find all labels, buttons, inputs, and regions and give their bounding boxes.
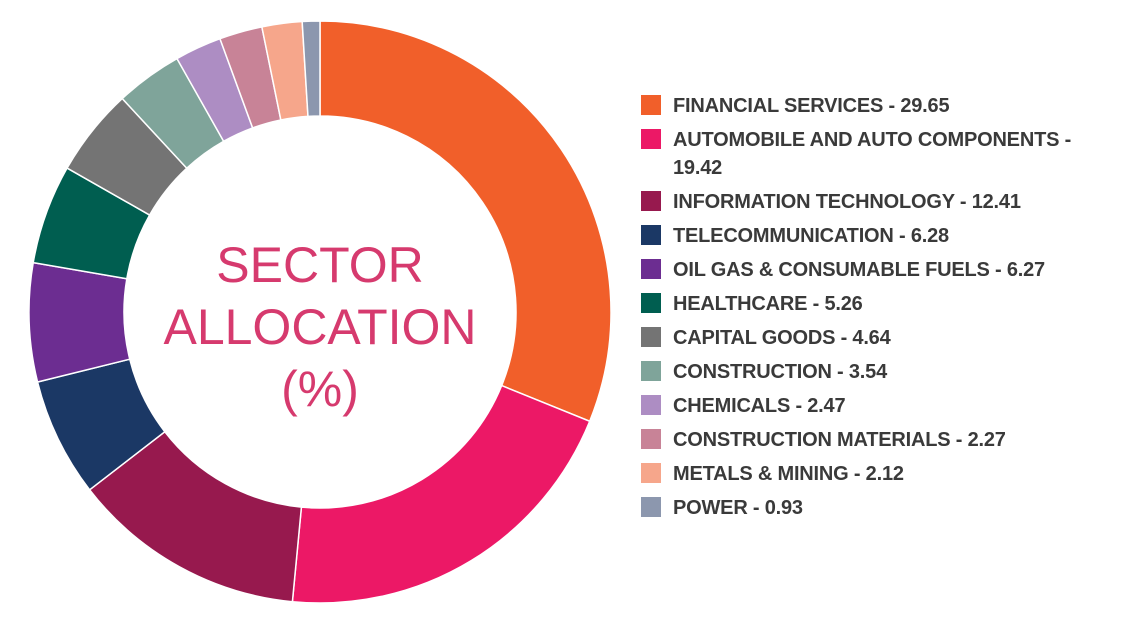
- legend-swatch: [641, 327, 661, 347]
- legend-swatch: [641, 129, 661, 149]
- legend-label: AUTOMOBILE AND AUTO COMPONENTS - 19.42: [673, 129, 1072, 179]
- legend-swatch: [641, 95, 661, 115]
- legend-item-construction: CONSTRUCTION - 3.54: [641, 358, 1121, 386]
- legend-label: CONSTRUCTION - 3.54: [673, 361, 888, 383]
- legend-label: POWER - 0.93: [673, 497, 803, 519]
- legend-label: HEALTHCARE - 5.26: [673, 293, 863, 315]
- sector-allocation-donut-chart: SECTOR ALLOCATION (%): [28, 20, 612, 604]
- legend-swatch: [641, 361, 661, 381]
- legend-label: CHEMICALS - 2.47: [673, 395, 846, 417]
- legend-swatch: [641, 225, 661, 245]
- legend-label: OIL GAS & CONSUMABLE FUELS - 6.27: [673, 259, 1045, 281]
- donut-slices: [28, 20, 612, 604]
- center-title-line-2: ALLOCATION: [163, 299, 476, 355]
- legend-label: CONSTRUCTION MATERIALS - 2.27: [673, 429, 1006, 451]
- legend-item-power: POWER - 0.93: [641, 494, 1121, 522]
- legend-swatch: [641, 293, 661, 313]
- legend-item-capital-goods: CAPITAL GOODS - 4.64: [641, 324, 1121, 352]
- legend-swatch: [641, 497, 661, 517]
- legend-item-construction-materials: CONSTRUCTION MATERIALS - 2.27: [641, 426, 1121, 454]
- legend-swatch: [641, 429, 661, 449]
- legend-item-chemicals: CHEMICALS - 2.47: [641, 392, 1121, 420]
- legend-item-metals-mining: METALS & MINING - 2.12: [641, 460, 1121, 488]
- legend-swatch: [641, 191, 661, 211]
- legend-item-financial-services: FINANCIAL SERVICES - 29.65: [641, 92, 1121, 120]
- donut-slice-automobile-and-auto-components: [291, 384, 591, 604]
- legend-swatch: [641, 463, 661, 483]
- donut-slice-financial-services: [319, 20, 612, 423]
- chart-legend: FINANCIAL SERVICES - 29.65 AUTOMOBILE AND…: [641, 92, 1121, 528]
- legend-item-information-technology: INFORMATION TECHNOLOGY - 12.41: [641, 188, 1121, 216]
- legend-label: CAPITAL GOODS - 4.64: [673, 327, 891, 349]
- donut-slice-power: [301, 20, 321, 118]
- legend-item-telecommunication: TELECOMMUNICATION - 6.28: [641, 222, 1121, 250]
- center-title-line-1: SECTOR: [216, 237, 423, 293]
- legend-label: INFORMATION TECHNOLOGY - 12.41: [673, 191, 1021, 213]
- donut-center-title: SECTOR ALLOCATION (%): [163, 237, 476, 417]
- legend-label: METALS & MINING - 2.12: [673, 463, 904, 485]
- legend-label: FINANCIAL SERVICES - 29.65: [673, 95, 950, 117]
- legend-swatch: [641, 259, 661, 279]
- legend-swatch: [641, 395, 661, 415]
- legend-item-automobile-and-auto-components: AUTOMOBILE AND AUTO COMPONENTS - 19.42: [641, 126, 1121, 182]
- legend-label: TELECOMMUNICATION - 6.28: [673, 225, 949, 247]
- center-title-line-3: (%): [281, 361, 359, 417]
- legend-item-oil-gas-consumable-fuels: OIL GAS & CONSUMABLE FUELS - 6.27: [641, 256, 1121, 284]
- legend-item-healthcare: HEALTHCARE - 5.26: [641, 290, 1121, 318]
